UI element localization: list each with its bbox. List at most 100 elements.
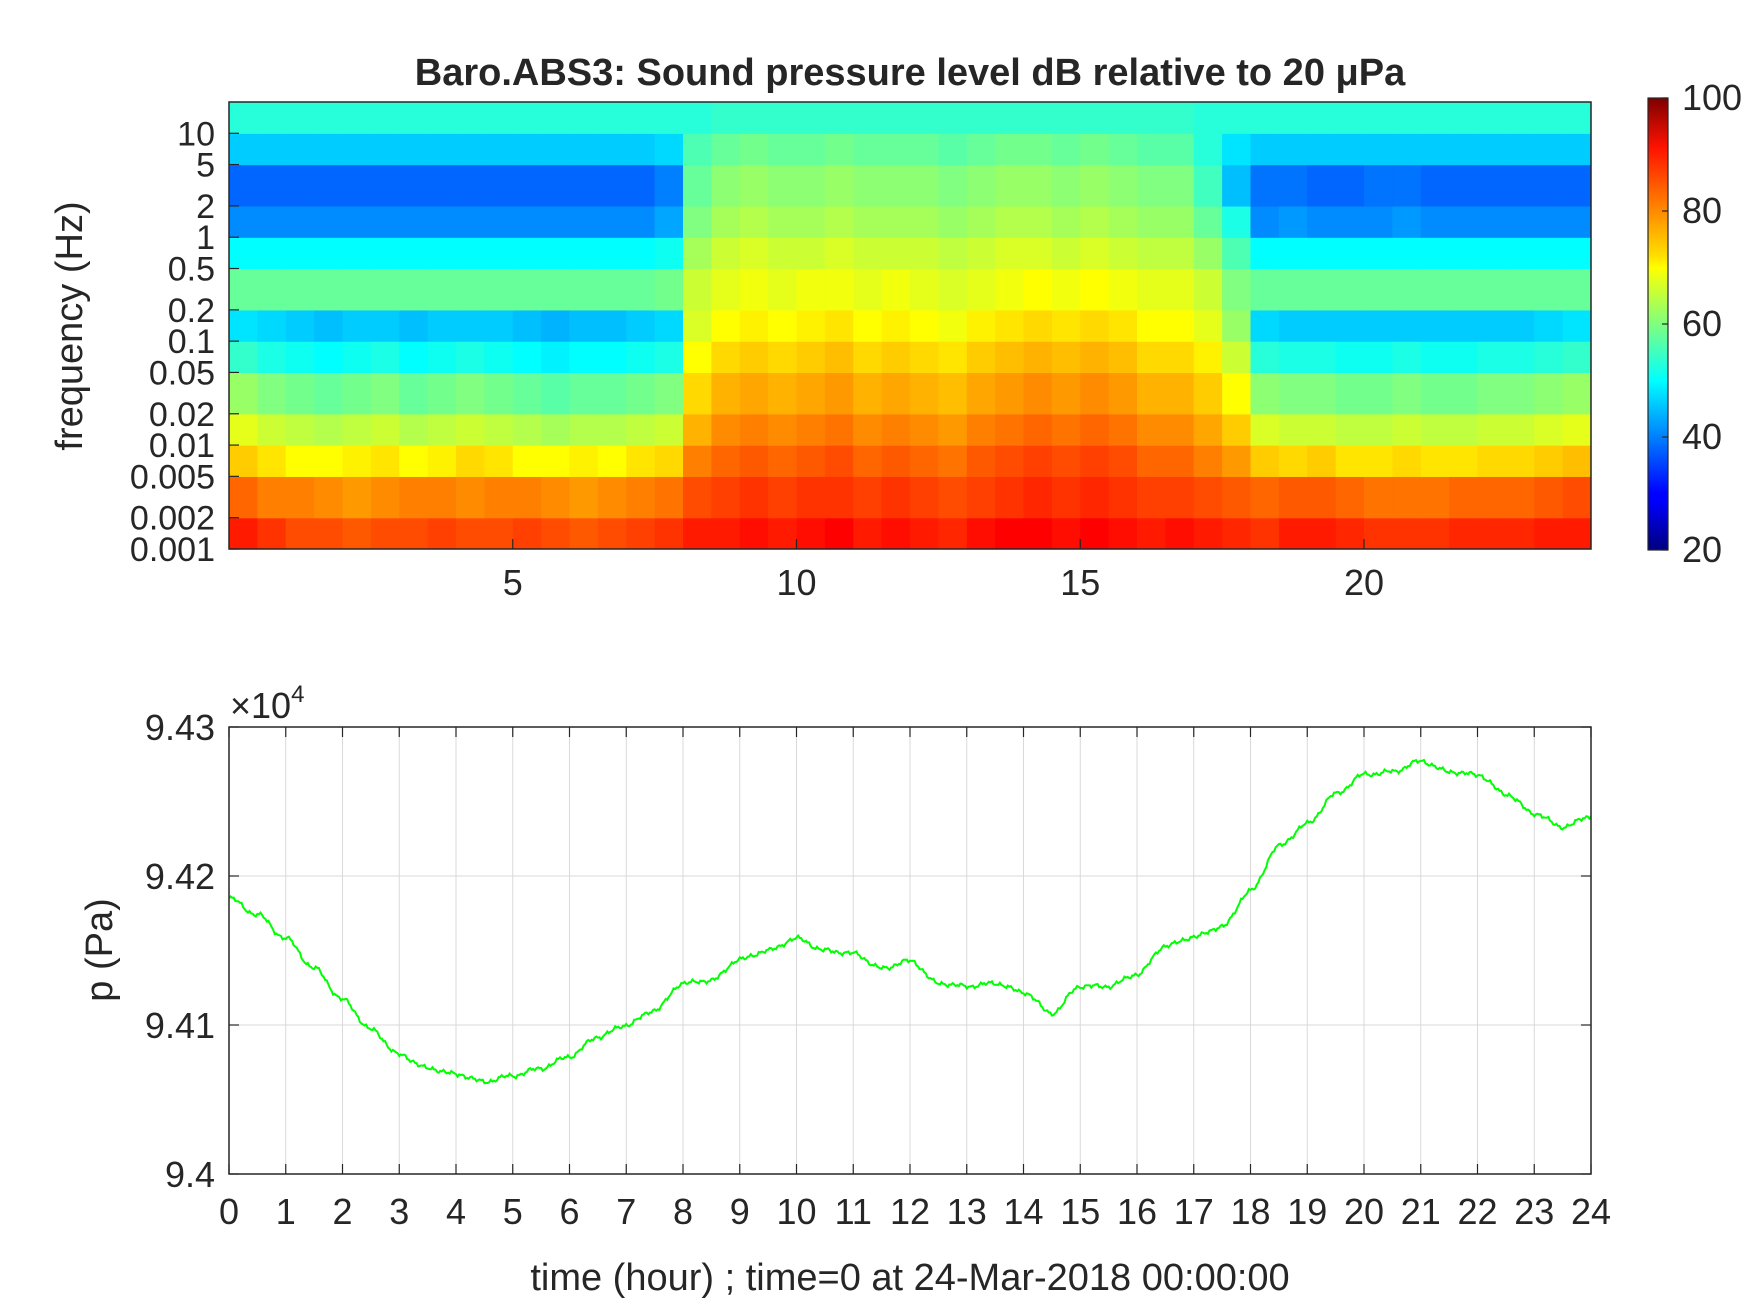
spectrogram-cell [626, 268, 656, 311]
spectrogram-y-tick-label: 0.05 [149, 354, 215, 392]
pressure-grid [228, 726, 1592, 1175]
spectrogram-cell [370, 341, 400, 374]
spectrogram-y-tick-label: 0.002 [130, 500, 215, 538]
spectrogram-cell [1477, 517, 1507, 549]
spectrogram-cell [1562, 372, 1591, 415]
spectrogram-cell [1505, 517, 1535, 549]
spectrogram-cell [966, 341, 996, 374]
spectrogram-cell [569, 268, 599, 311]
spectrogram-cell [626, 341, 656, 374]
pressure-y-exponent-power: 4 [291, 681, 304, 708]
spectrogram-cell [597, 341, 627, 374]
spectrogram-cell [1108, 102, 1138, 134]
spectrogram-cell [768, 164, 798, 207]
spectrogram-cell [1392, 413, 1422, 446]
spectrogram-cell [824, 133, 854, 166]
spectrogram-cell [853, 413, 883, 446]
spectrogram-cell [1222, 341, 1252, 374]
spectrogram-cell [1477, 476, 1507, 519]
spectrogram-cell [569, 517, 599, 549]
spectrogram-cell [1392, 164, 1422, 207]
spectrogram-cell [597, 164, 627, 207]
spectrogram-cell [597, 268, 627, 311]
spectrogram-cell [881, 309, 911, 342]
spectrogram-cell [285, 102, 315, 134]
spectrogram-cell [1165, 102, 1195, 134]
spectrogram-cell [229, 445, 258, 477]
spectrogram-cell [314, 237, 344, 270]
spectrogram-cell [739, 133, 769, 166]
spectrogram-cell [1023, 341, 1053, 374]
spectrogram-cell [995, 341, 1025, 374]
spectrogram-cell [683, 205, 712, 238]
spectrogram-cell [484, 102, 514, 134]
spectrogram-cell [711, 309, 741, 342]
spectrogram-cell [427, 445, 457, 477]
spectrogram-y-tick-label: 0.5 [168, 250, 215, 288]
spectrogram-cell [1108, 341, 1138, 374]
spectrogram-cell [1335, 445, 1365, 477]
spectrogram-cell [1193, 205, 1223, 238]
spectrogram-cell [1165, 268, 1195, 311]
spectrogram-cell [399, 309, 429, 342]
spectrogram-cell [768, 413, 798, 446]
spectrogram-cell [314, 102, 344, 134]
spectrogram-cell [257, 164, 287, 207]
spectrogram-cell [824, 517, 854, 549]
spectrogram-cell [626, 309, 656, 342]
spectrogram-cell [1505, 476, 1535, 519]
spectrogram-cell [1165, 309, 1195, 342]
spectrogram-cell [1534, 133, 1564, 166]
spectrogram-cell [484, 164, 514, 207]
spectrogram-cell [484, 205, 514, 238]
spectrogram-cell [853, 205, 883, 238]
spectrogram-cell [1420, 476, 1450, 519]
spectrogram-cell [541, 341, 571, 374]
spectrogram-cell [1023, 102, 1053, 134]
spectrogram-cell [314, 445, 344, 477]
spectrogram-cell [824, 372, 854, 415]
spectrogram-cell [1080, 413, 1110, 446]
spectrogram-cell [739, 372, 769, 415]
spectrogram-cell [342, 517, 372, 549]
spectrogram-cell [1051, 268, 1081, 311]
spectrogram-cell [1392, 237, 1422, 270]
spectrogram-cell [1193, 341, 1223, 374]
spectrogram-cell [1335, 309, 1365, 342]
spectrogram-cell [512, 309, 542, 342]
spectrogram-cell [427, 164, 457, 207]
spectrogram-cell [342, 164, 372, 207]
spectrogram-cell [853, 517, 883, 549]
spectrogram-cell [1534, 476, 1564, 519]
pressure-panel: 0 1 2 3 4 5 6 7 8 9 10 11 12 13 14 15 16 17 18 19 20 21 22 23 24… [79, 681, 1611, 1299]
spectrogram-cell [1534, 309, 1564, 342]
spectrogram-cell [1051, 517, 1081, 549]
spectrogram-cell [1250, 445, 1280, 477]
spectrogram-cell [370, 237, 400, 270]
spectrogram-cell [1250, 237, 1280, 270]
spectrogram-cell [938, 341, 968, 374]
pressure-x-tick-label: 22 [1457, 1191, 1497, 1232]
spectrogram-cell [938, 413, 968, 446]
spectrogram-cell [512, 341, 542, 374]
spectrogram-cell [1534, 102, 1564, 134]
spectrogram-cell [938, 268, 968, 311]
spectrogram-cell [853, 237, 883, 270]
spectrogram-cell [512, 517, 542, 549]
spectrogram-cell [229, 341, 258, 374]
spectrogram-cell [1534, 268, 1564, 311]
spectrogram-cell [683, 164, 712, 207]
spectrogram-cell [796, 309, 826, 342]
spectrogram-cell [654, 268, 684, 311]
spectrogram-cell [1278, 133, 1308, 166]
pressure-x-axis-label: time (hour) ; time=0 at 24-Mar-2018 00:0… [530, 1257, 1289, 1299]
spectrogram-cell [1222, 205, 1252, 238]
spectrogram-cell [1165, 205, 1195, 238]
spectrogram-cell [626, 164, 656, 207]
spectrogram-cell [881, 445, 911, 477]
pressure-x-tick-label: 5 [503, 1191, 523, 1232]
spectrogram-cell [1051, 445, 1081, 477]
spectrogram-cell [1278, 268, 1308, 311]
spectrogram-cell [1449, 309, 1479, 342]
